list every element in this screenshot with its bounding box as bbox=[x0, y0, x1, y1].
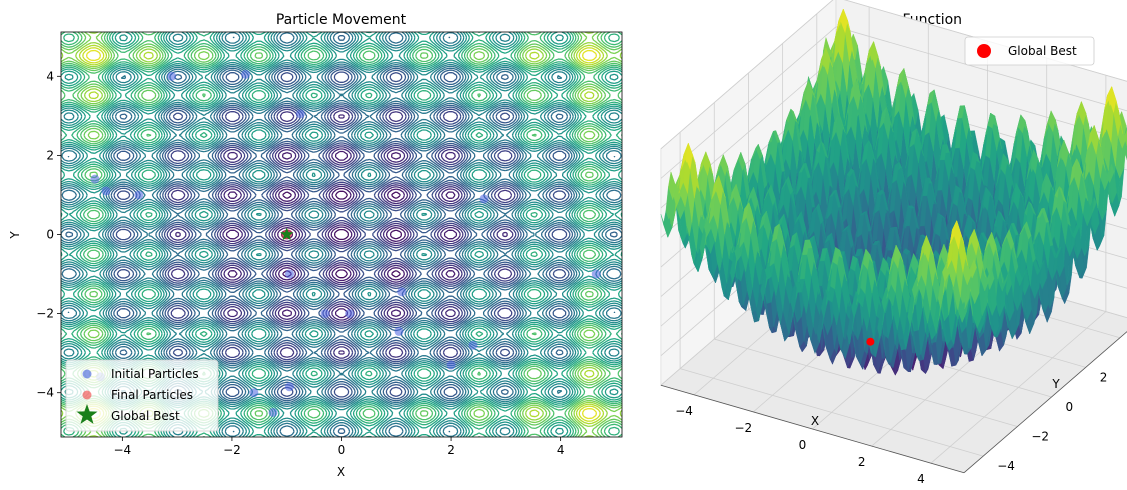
surface-facet bbox=[896, 68, 905, 87]
y-tick-label: 0 bbox=[46, 228, 54, 242]
left-legend-box bbox=[65, 359, 219, 432]
legend-final-marker bbox=[82, 390, 92, 400]
y-tick-label: −4 bbox=[36, 386, 54, 400]
surface-facet bbox=[879, 107, 887, 129]
contour-level bbox=[225, 150, 458, 319]
contour-level bbox=[61, 32, 622, 437]
initial-particle bbox=[446, 360, 456, 370]
surface-facet bbox=[835, 113, 844, 146]
x-tick-label: 0 bbox=[338, 443, 346, 457]
initial-particle bbox=[284, 382, 294, 392]
initial-particle bbox=[241, 69, 251, 79]
contour-panel: Particle Movement −4 −2 0 2 4 −4 −2 0 2 4 X Y In… bbox=[8, 12, 623, 479]
initial-particle bbox=[101, 186, 111, 196]
surface-facet bbox=[805, 81, 813, 111]
x-tick-label: −4 bbox=[114, 443, 132, 457]
left-y-axis-label: Y bbox=[8, 231, 22, 240]
initial-particle bbox=[295, 109, 305, 119]
left-x-ticks: −4 −2 0 2 4 bbox=[114, 437, 565, 457]
y-tick-label: −2 bbox=[36, 307, 54, 321]
gridline bbox=[714, 338, 1018, 427]
initial-particle bbox=[249, 388, 259, 398]
initial-particle bbox=[320, 309, 330, 319]
surface-facet bbox=[853, 80, 861, 110]
contour-level bbox=[61, 32, 622, 437]
left-legend: Initial Particles Final Particles Global… bbox=[65, 359, 219, 432]
initial-particle bbox=[397, 287, 407, 297]
initial-particle bbox=[479, 194, 489, 204]
legend-initial-label: Initial Particles bbox=[111, 367, 199, 381]
contour-level bbox=[61, 32, 622, 437]
contour-level bbox=[61, 32, 622, 437]
contour-level bbox=[61, 32, 622, 437]
contour-level bbox=[169, 110, 514, 359]
contour-level bbox=[166, 108, 517, 361]
x-tick-label: 4 bbox=[557, 443, 565, 457]
surface-panel: Rastrigin Function −4−2024−4−20240102030… bbox=[660, 0, 1127, 486]
legend-global-best-star bbox=[76, 404, 98, 424]
contour-level bbox=[65, 35, 618, 434]
surface-mesh bbox=[660, 8, 1127, 376]
surface-facet bbox=[840, 8, 848, 34]
contour-level bbox=[175, 114, 508, 355]
surface-facet bbox=[861, 140, 870, 165]
gridline bbox=[835, 26, 1127, 112]
y-tick-label: 4 bbox=[46, 69, 54, 83]
initial-particle bbox=[90, 174, 100, 184]
legend-global-best-label: Global Best bbox=[111, 409, 180, 423]
contour-level bbox=[61, 32, 622, 437]
legend-initial-marker bbox=[82, 369, 92, 379]
initial-particle bbox=[394, 326, 404, 336]
surface-facet bbox=[870, 41, 879, 68]
left-y-ticks: −4 −2 0 2 4 bbox=[36, 69, 61, 400]
initial-particle bbox=[591, 269, 601, 279]
legend-final-label: Final Particles bbox=[111, 388, 193, 402]
surface-facet bbox=[927, 89, 935, 106]
x-tick-label: 2 bbox=[447, 443, 455, 457]
initial-particle bbox=[134, 190, 144, 200]
contour-level bbox=[112, 69, 571, 400]
left-chart-title: Particle Movement bbox=[276, 12, 407, 28]
gridline bbox=[679, 368, 984, 457]
x-tick-label: −2 bbox=[223, 443, 241, 457]
particle-markers bbox=[90, 69, 601, 417]
initial-particle bbox=[284, 269, 294, 279]
surface-facet bbox=[823, 47, 831, 76]
contour-level bbox=[115, 71, 568, 398]
surface-facet bbox=[957, 105, 965, 119]
surface-facet bbox=[909, 128, 917, 148]
y-tick-label: 2 bbox=[46, 148, 54, 162]
initial-particle bbox=[468, 340, 478, 350]
contour-lines bbox=[61, 32, 622, 437]
left-x-axis-label: X bbox=[337, 465, 345, 479]
gridline bbox=[660, 0, 834, 150]
initial-particle bbox=[345, 309, 355, 319]
global-best-star bbox=[280, 227, 294, 241]
initial-particle bbox=[268, 407, 278, 417]
initial-particle bbox=[167, 71, 177, 81]
